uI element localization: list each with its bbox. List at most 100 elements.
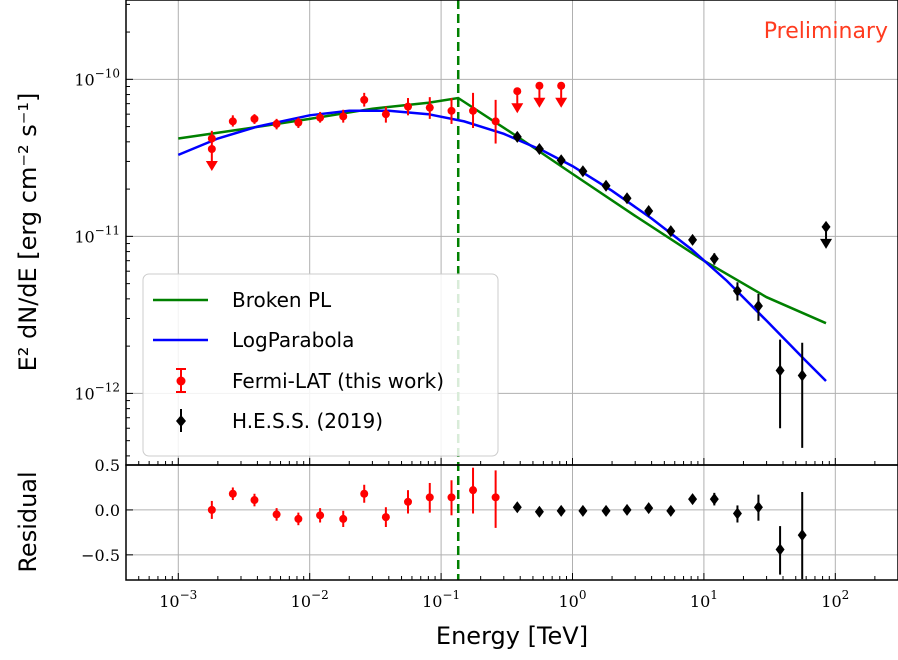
fermi-lat-this-work-upper-limit-marker — [207, 145, 216, 154]
svg-text:Broken PL: Broken PL — [232, 288, 332, 312]
fermi-lat-this-work-point — [360, 95, 369, 104]
h-e-s-s-2019-point — [578, 165, 588, 178]
y-tick-label-main: 10−11 — [74, 223, 120, 246]
fermi-lat-this-work-point — [207, 134, 216, 143]
fermi-lat-this-work-residual-point — [316, 511, 325, 520]
x-tick-label: 10−1 — [422, 588, 460, 611]
y-tick-label-main: 10−10 — [74, 66, 120, 89]
fermi-lat-this-work-residual-point — [447, 493, 456, 502]
fermi-lat-this-work-upper-limit-arrow — [511, 103, 524, 114]
fermi-lat-this-work-upper-limit — [533, 81, 546, 108]
h-e-s-s-2019-residual-point — [797, 529, 807, 542]
x-tick-label: 100 — [558, 588, 586, 611]
x-tick-label: 101 — [690, 588, 718, 611]
y-axis-label-residual: Residual — [14, 471, 42, 572]
x-tick-label: 10−2 — [291, 588, 329, 611]
legend-item-fermi-lat: Fermi-LAT (this work) — [176, 368, 444, 393]
h-e-s-s-2019-point — [688, 233, 698, 246]
fermi-lat-this-work-upper-limit-marker — [557, 81, 566, 90]
fermi-lat-this-work-upper-limit — [555, 81, 568, 108]
h-e-s-s-2019-residual-point — [512, 501, 522, 514]
fermi-lat-this-work-upper-limit-arrow — [205, 161, 218, 172]
h-e-s-s-2019-upper-limit-marker — [821, 220, 831, 233]
fermi-lat-this-work-point — [272, 119, 281, 128]
y-tick-label-residual: 0.0 — [95, 501, 120, 520]
fermi-lat-this-work-point — [469, 106, 478, 115]
fermi-lat-this-work-upper-limit-arrow — [533, 97, 546, 108]
h-e-s-s-2019-point — [753, 300, 763, 313]
fermi-lat-this-work-point — [250, 114, 259, 123]
h-e-s-s-2019-point — [666, 225, 676, 238]
fermi-lat-this-work-point — [294, 118, 303, 127]
fermi-lat-this-work-point — [381, 110, 390, 119]
h-e-s-s-2019-point — [644, 205, 654, 218]
h-e-s-s-2019-point — [534, 143, 544, 156]
h-e-s-s-2019-residual-point — [666, 504, 676, 517]
legend-frame — [142, 273, 499, 457]
fermi-lat-this-work-residual-point — [381, 513, 390, 522]
x-tick-label: 102 — [821, 588, 849, 611]
fermi-lat-this-work-residual-point — [404, 497, 413, 506]
fermi-lat-this-work-residual-point — [272, 510, 281, 519]
y-tick-label-main: 10−12 — [74, 380, 120, 403]
h-e-s-s-2019-point — [512, 130, 522, 143]
h-e-s-s-2019-residual-point — [732, 507, 742, 520]
fermi-lat-this-work-residual-point — [425, 493, 434, 502]
fermi-lat-this-work-residual-point — [339, 514, 348, 523]
legend: Broken PL LogParabola Fermi-LAT (this wo… — [142, 273, 499, 457]
fermi-lat-this-work-upper-limit-marker — [513, 87, 522, 96]
legend-item-broken-pl: Broken PL — [153, 288, 332, 312]
svg-text:Fermi-LAT (this work): Fermi-LAT (this work) — [232, 369, 444, 393]
axes — [125, 0, 898, 581]
h-e-s-s-2019-point — [797, 369, 807, 382]
x-tick-label: 10−3 — [159, 588, 197, 611]
legend-item-hess: H.E.S.S. (2019) — [176, 409, 383, 433]
svg-text:H.E.S.S. (2019): H.E.S.S. (2019) — [232, 409, 383, 433]
h-e-s-s-2019-residual-point — [753, 501, 763, 514]
fermi-lat-this-work-residual-point — [491, 493, 500, 502]
h-e-s-s-2019-residual-point — [775, 543, 785, 556]
h-e-s-s-2019-point — [556, 154, 566, 167]
curve-logparabola — [177, 109, 827, 382]
h-e-s-s-2019-upper-limit — [820, 220, 833, 249]
h-e-s-s-2019-point — [709, 252, 719, 265]
fermi-lat-this-work-residual-point — [228, 489, 237, 498]
svg-text:LogParabola: LogParabola — [232, 328, 354, 352]
h-e-s-s-2019-residual-point — [709, 493, 719, 506]
fermi-lat-this-work-upper-limit — [205, 145, 218, 172]
h-e-s-s-2019-point — [622, 192, 632, 205]
h-e-s-s-2019-residual-point — [644, 502, 654, 515]
data-points — [205, 81, 833, 580]
h-e-s-s-2019-point — [601, 179, 611, 192]
preliminary-annotation: Preliminary — [764, 19, 888, 44]
y-axis-label-main: E² dN/dE [erg cm⁻² s⁻¹] — [14, 93, 42, 372]
fermi-lat-this-work-point — [447, 106, 456, 115]
residual-panel-frame — [125, 464, 898, 581]
fermi-lat-this-work-residual-point — [360, 489, 369, 498]
fermi-lat-this-work-residual-point — [250, 496, 259, 505]
fermi-lat-this-work-residual-point — [294, 514, 303, 523]
fermi-lat-this-work-point — [339, 112, 348, 121]
legend-item-logparabola: LogParabola — [153, 328, 354, 352]
h-e-s-s-2019-point — [732, 284, 742, 297]
fermi-lat-this-work-residual-point — [207, 505, 216, 514]
fermi-lat-this-work-point — [228, 117, 237, 126]
fermi-lat-this-work-upper-limit-arrow — [555, 97, 568, 108]
fermi-lat-this-work-upper-limit-marker — [535, 81, 544, 90]
fermi-lat-this-work-upper-limit — [511, 87, 524, 114]
h-e-s-s-2019-upper-limit-arrow — [820, 238, 833, 249]
x-axis-label: Energy [TeV] — [436, 622, 588, 650]
fermi-lat-this-work-point — [491, 117, 500, 126]
fermi-lat-this-work-point — [425, 103, 434, 112]
tick-labels: 10−3 10−2 10−1 100 101 102 10−12 10−11 10−10 −0.5… — [74, 66, 849, 611]
h-e-s-s-2019-residual-point — [601, 504, 611, 517]
fermi-lat-this-work-point — [404, 102, 413, 111]
h-e-s-s-2019-residual-point — [534, 505, 544, 518]
h-e-s-s-2019-point — [775, 364, 785, 377]
h-e-s-s-2019-residual-point — [622, 503, 632, 516]
h-e-s-s-2019-residual-point — [578, 504, 588, 517]
h-e-s-s-2019-residual-point — [556, 504, 566, 517]
y-tick-label-residual: −0.5 — [81, 546, 120, 565]
fermi-lat-this-work-residual-point — [469, 486, 478, 495]
